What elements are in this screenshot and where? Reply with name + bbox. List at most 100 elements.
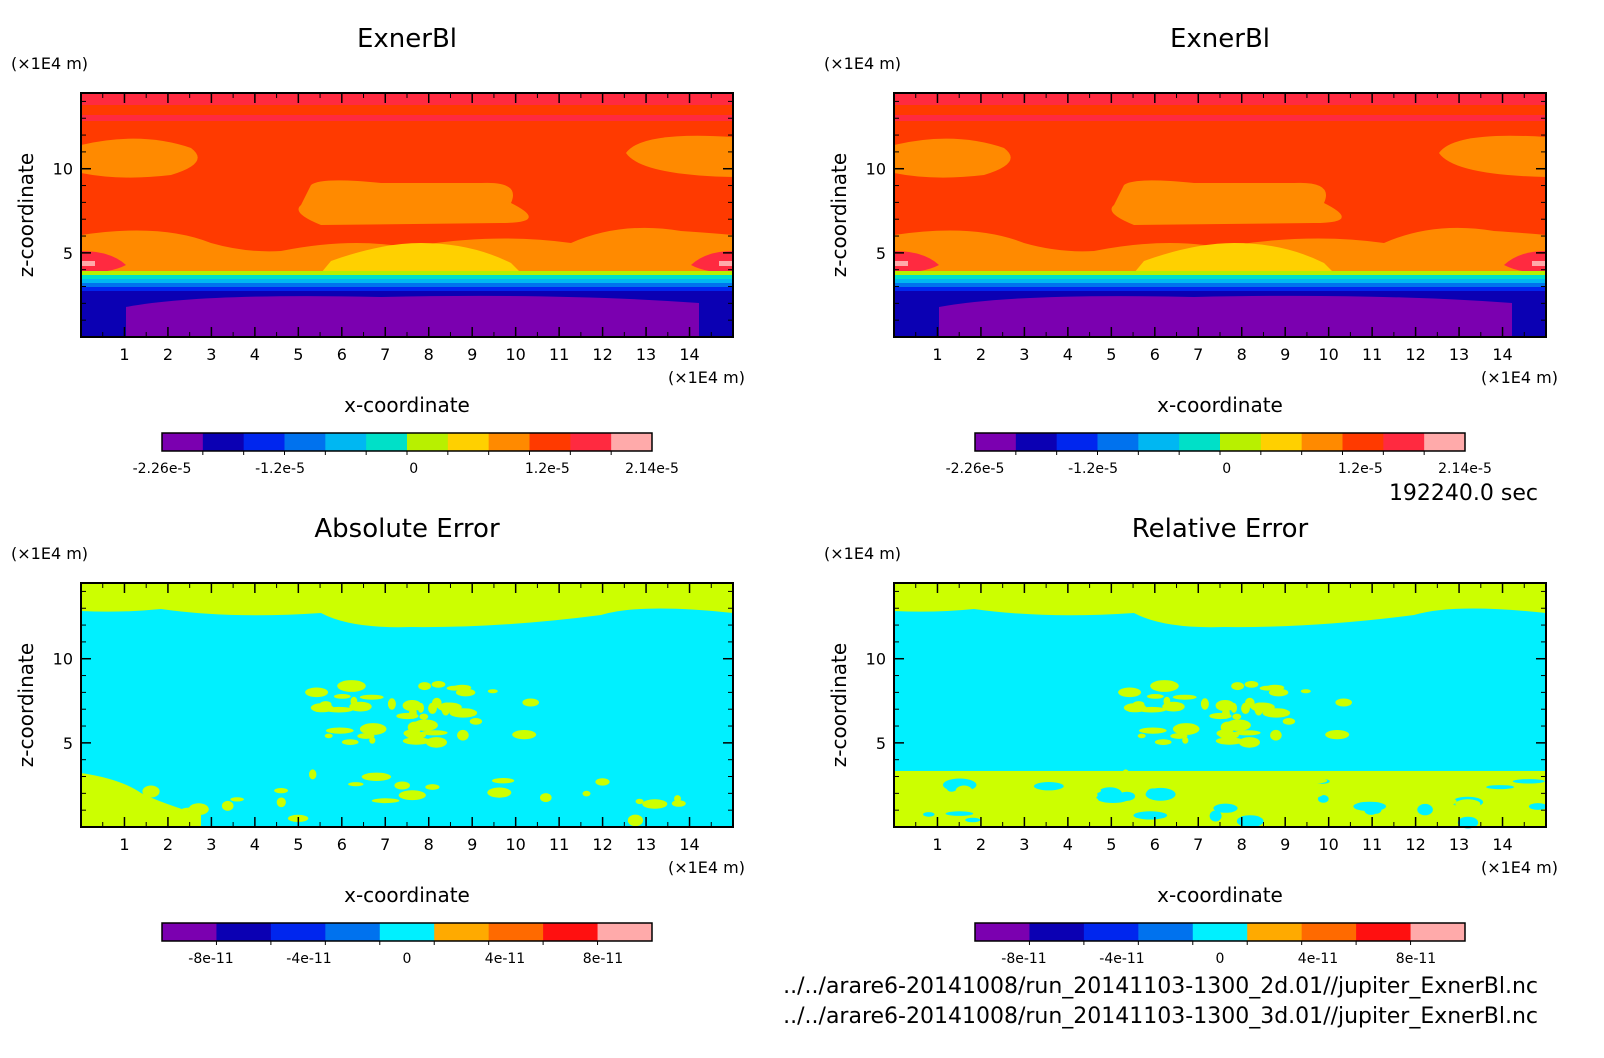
contour-blob [457,729,469,741]
x-unit-label: (×1E4 m) [668,368,745,387]
z-axis-label: z-coordinate [827,153,851,277]
contour-blob [1087,788,1101,794]
contour-blob [1408,778,1423,786]
chart-panel-1: ExnerBl(×1E4 m)1 2 3 4 5 6 7 8 9 10 11 12 13 14510(×1… [11,24,745,477]
x-axis-label: x-coordinate [1157,883,1283,907]
x-tick-label: 5 [1106,345,1116,364]
contour-band-transition-4 [81,283,733,287]
contour-blob [627,814,644,827]
contour-band-left-red [894,251,939,273]
contour-blob [1270,729,1282,741]
contour-blob [1234,730,1261,736]
contour-blob [359,723,387,735]
contour-blob [1218,731,1239,740]
contour-band-transition-4 [894,283,1546,287]
contour-band-transition-2 [81,275,733,279]
contour-blob [1226,719,1251,731]
contour-blob [635,798,644,805]
x-tick-label: 9 [467,835,477,854]
contour-blob [402,737,430,745]
x-tick-label: 12 [592,345,612,364]
contour-blob [446,685,463,691]
contour-blob [492,778,515,784]
contour-blob [1236,815,1264,828]
contour-blob [1043,797,1057,802]
contour-band-transition-3 [81,279,733,283]
contour-blob [1395,790,1404,797]
contour-blob [188,803,209,816]
x-tick-label: 14 [1492,345,1512,364]
contour-blob [1512,779,1545,784]
x-tick-label: 13 [1449,835,1469,854]
colorbar-swatch [488,433,530,451]
x-tick-label: 9 [1280,835,1290,854]
chart-title: ExnerBl [357,24,457,54]
contour-blob [305,687,329,698]
x-tick-label: 8 [1237,345,1247,364]
contour-blob [1172,694,1197,700]
contour-blob [1209,810,1222,822]
colorbar-label: 2.14e-5 [625,461,679,477]
contour-band-transition-5 [894,287,1546,291]
contour-blob [1305,778,1328,784]
colorbar-swatch [1342,433,1384,451]
x-tick-label: 10 [1318,345,1338,364]
z-tick-label: 5 [876,244,886,263]
colorbar-swatch [1383,433,1425,451]
z-tick-label: 5 [63,734,73,753]
z-tick-label: 5 [63,244,73,263]
contour-band-purple [939,295,1512,337]
colorbar-swatch [1138,923,1194,941]
contour-blob [1215,700,1235,712]
contour-blob [1457,816,1479,829]
colorbar-label: 2.14e-5 [1438,461,1492,477]
x-axis-label: x-coordinate [344,883,470,907]
x-tick-label: 11 [549,345,569,364]
colorbar-swatch [488,923,544,941]
colorbar-swatch [1247,923,1303,941]
contour-blob [487,787,512,798]
contour-blob [512,730,537,740]
contour-blob [1033,782,1064,791]
x-tick-label: 1 [119,835,129,854]
chart-panel-3: Absolute Error(×1E4 m)1 2 3 4 5 6 7 8 9 10 11 12 13 1… [11,514,745,967]
x-tick-label: 9 [1280,345,1290,364]
x-tick-label: 6 [337,345,347,364]
colorbar-label: 0 [409,461,418,477]
colorbar-swatch [975,923,1030,941]
colorbar-swatch [1356,923,1412,941]
x-tick-label: 7 [1193,835,1203,854]
contour-band-right-orange [626,135,733,177]
x-tick-label: 8 [424,835,434,854]
colorbar-label: 1.2e-5 [1338,461,1383,477]
colorbar-swatch [284,433,326,451]
contour-blob [221,800,234,811]
colorbar-swatch [1220,433,1262,451]
contour-blob [1238,737,1260,748]
x-tick-label: 5 [293,345,303,364]
x-tick-label: 13 [636,345,656,364]
colorbar-label: 0 [1216,951,1225,967]
colorbar-swatch [529,433,571,451]
contour-blob [945,811,974,816]
colorbar-swatch [1301,433,1343,451]
colorbar-swatch [1260,433,1303,451]
x-tick-label: 14 [1492,835,1512,854]
z-tick-label: 10 [53,160,73,179]
contour-blob [923,812,935,817]
colorbar-swatch [270,923,326,941]
contour-blob [1300,787,1325,798]
colorbar-swatch [1083,923,1139,941]
contour-blob [326,727,354,734]
colorbar-swatch [162,923,217,941]
contour-blob [1001,803,1022,816]
colorbar-swatch [447,433,490,451]
contour-blob [449,708,478,718]
contour-band-right-pink [719,261,733,266]
contour-blob [1325,730,1350,740]
contour-band-transition-5 [81,287,733,291]
x-tick-label: 14 [679,345,699,364]
colorbar-swatch [325,923,381,941]
x-tick-label: 7 [380,835,390,854]
